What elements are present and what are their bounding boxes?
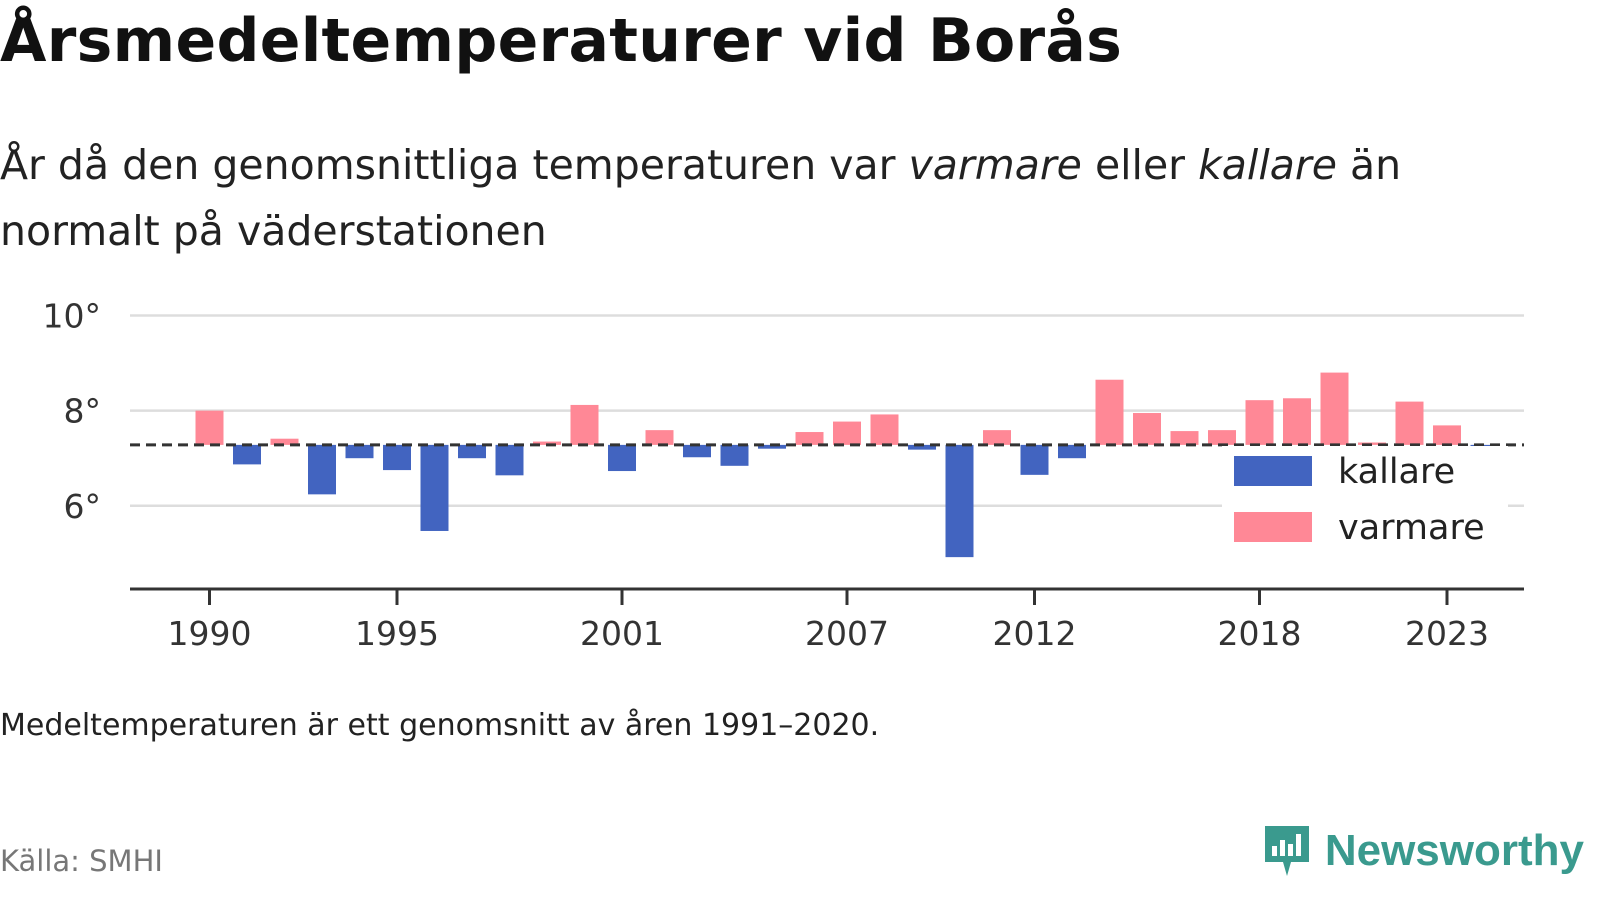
subtitle-text-1: År då den genomsnittliga temperaturen va… (0, 141, 909, 189)
brand-logo-group: Newsworthy (1261, 822, 1584, 880)
x-tick-label: 2012 (993, 614, 1077, 653)
bar-2003 (683, 444, 711, 458)
bar-2001 (608, 444, 636, 472)
bar-1997 (458, 444, 486, 459)
y-tick-label: 10° (43, 297, 102, 336)
bar-2011 (983, 430, 1011, 445)
brand-name: Newsworthy (1324, 826, 1584, 875)
bar-1991 (233, 444, 261, 465)
bar-2017 (1208, 430, 1236, 445)
subtitle-emphasis-varmare: varmare (908, 141, 1082, 189)
bar-2012 (1020, 444, 1049, 475)
bar-2023 (1433, 425, 1461, 445)
bar-2013 (1058, 444, 1086, 459)
bar-2008 (870, 414, 899, 445)
bar-2004 (720, 444, 749, 466)
subtitle-text-3: än normalt på väderstationen (0, 141, 1402, 255)
bar-1996 (420, 444, 449, 531)
legend-swatch-kallare (1234, 456, 1312, 486)
x-tick-label: 1995 (355, 614, 439, 653)
bar-2020 (1320, 372, 1349, 445)
bar-1999 (533, 441, 561, 445)
bar-2018 (1245, 400, 1274, 445)
legend-label-kallare: kallare (1338, 452, 1455, 492)
bar-2015 (1133, 413, 1161, 445)
bar-2014 (1095, 379, 1124, 445)
bar-1993 (308, 444, 336, 495)
legend-swatch-varmare (1234, 512, 1312, 542)
bar-2007 (833, 421, 861, 445)
bar-2010 (945, 444, 974, 558)
bar-1995 (383, 444, 411, 471)
chart-title: Årsmedeltemperaturer vid Borås (0, 6, 1123, 76)
bar-2024 (1470, 444, 1499, 447)
bar-1990 (195, 410, 224, 445)
x-tick-label: 2018 (1218, 614, 1302, 653)
bar-1998 (495, 444, 524, 476)
y-tick-label: 6° (64, 487, 102, 526)
y-tick-label: 8° (64, 392, 102, 431)
bar-2009 (908, 444, 936, 450)
x-tick-label: 2023 (1405, 614, 1489, 653)
source-label: Källa: SMHI (0, 844, 163, 878)
chart-note: Medeltemperaturen är ett genomsnitt av å… (0, 708, 880, 743)
bar-2022 (1395, 401, 1424, 445)
subtitle-emphasis-kallare: kallare (1198, 141, 1337, 189)
subtitle-text-2: eller (1081, 141, 1199, 189)
bar-2002 (645, 430, 674, 445)
legend-label-varmare: varmare (1338, 508, 1485, 548)
bar-1994 (345, 444, 374, 459)
bar-2016 (1170, 431, 1199, 445)
bar-2019 (1283, 398, 1311, 445)
x-tick-label: 1990 (168, 614, 252, 653)
x-tick-label: 2001 (580, 614, 664, 653)
bar-2005 (758, 444, 786, 449)
newsworthy-logo-icon (1264, 826, 1309, 876)
chart-subtitle: År då den genomsnittliga temperaturen va… (0, 132, 1500, 264)
bar-2006 (795, 432, 824, 445)
x-tick-label: 2007 (805, 614, 889, 653)
bar-2000 (570, 404, 599, 445)
bar-1992 (270, 438, 299, 445)
